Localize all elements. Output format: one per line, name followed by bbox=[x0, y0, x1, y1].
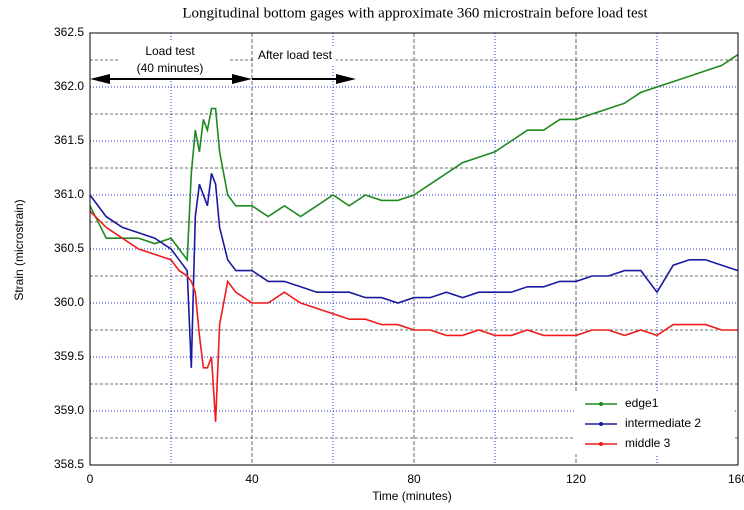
annotation-bg bbox=[120, 42, 230, 78]
x-tick-label: 120 bbox=[566, 472, 586, 486]
arrowhead bbox=[232, 74, 252, 84]
y-tick-label: 361.5 bbox=[54, 133, 84, 147]
annotation: Load test bbox=[145, 44, 195, 58]
x-axis-label: Time (minutes) bbox=[372, 489, 452, 503]
plot-frame bbox=[89, 32, 739, 466]
legend-label: intermediate 2 bbox=[625, 416, 701, 430]
y-axis-label: Strain (microstrain) bbox=[12, 199, 26, 300]
legend-label: edge1 bbox=[625, 396, 659, 410]
annotations: Load test (40 minutes) After load test bbox=[90, 42, 356, 84]
y-tick-label: 359.5 bbox=[54, 349, 84, 363]
series-line bbox=[89, 210, 738, 422]
annotation-bg bbox=[254, 47, 336, 65]
arrowhead bbox=[336, 74, 356, 84]
series-line bbox=[89, 173, 739, 368]
plot-lines bbox=[89, 53, 739, 422]
legend: edge1 intermediate 2 middle 3 bbox=[575, 392, 733, 454]
legend-label: middle 3 bbox=[625, 436, 671, 450]
y-tick-label: 362.0 bbox=[54, 79, 84, 93]
y-tick-label: 358.5 bbox=[54, 457, 84, 471]
y-tick-label: 362.5 bbox=[54, 25, 84, 39]
legend-marker bbox=[599, 402, 603, 406]
x-tick-label: 40 bbox=[245, 472, 259, 486]
legend-marker bbox=[599, 442, 603, 446]
x-tick-label: 80 bbox=[407, 472, 421, 486]
series-line bbox=[89, 53, 739, 263]
chart-title: Longitudinal bottom gages with approxima… bbox=[182, 5, 648, 21]
annotation: After load test bbox=[258, 48, 333, 62]
legend-marker bbox=[599, 422, 603, 426]
y-tick-label: 360.5 bbox=[54, 241, 84, 255]
arrowhead bbox=[90, 74, 110, 84]
y-tick-label: 359.0 bbox=[54, 403, 84, 417]
x-tick-label: 160 bbox=[728, 472, 744, 486]
x-tick-label: 0 bbox=[87, 472, 94, 486]
y-tick-label: 361.0 bbox=[54, 187, 84, 201]
y-tick-label: 360.0 bbox=[54, 295, 84, 309]
annotation: (40 minutes) bbox=[137, 61, 204, 75]
